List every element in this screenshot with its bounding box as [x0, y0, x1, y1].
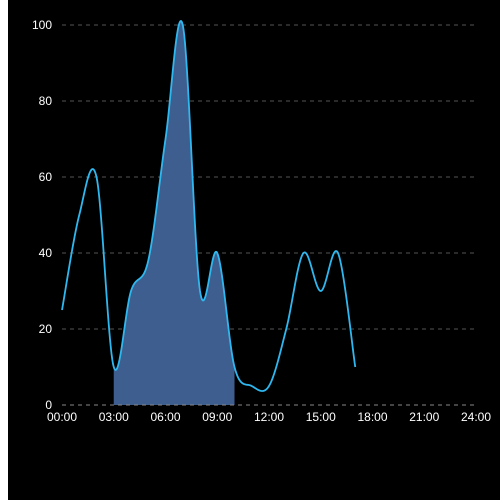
y-tick-label: 20 [39, 322, 53, 336]
data-point-02:00 [95, 175, 99, 179]
data-point-12:00 [267, 384, 271, 388]
y-tick-label: 40 [39, 246, 53, 260]
x-tick-label: 15:00 [306, 410, 336, 424]
data-point-01:00 [77, 213, 81, 217]
data-point-16:00 [336, 251, 340, 255]
x-tick-label: 24:00 [461, 410, 491, 424]
data-point-11:00 [250, 384, 254, 388]
x-tick-label: 18:00 [357, 410, 387, 424]
shaded-area [113, 21, 235, 405]
y-tick-label: 80 [39, 94, 53, 108]
data-line [60, 20, 357, 392]
x-tick-label: 09:00 [202, 410, 232, 424]
y-tick-label: 60 [39, 170, 53, 184]
data-point-06:00 [164, 137, 168, 141]
chart-panel [8, 0, 500, 500]
data-point-05:00 [146, 259, 150, 263]
area-fill [113, 21, 235, 405]
data-point-09:00 [215, 251, 219, 255]
data-point-10:00 [233, 365, 237, 369]
data-point-03:00 [112, 365, 116, 369]
data-point-14:00 [302, 251, 306, 255]
data-point-07:00 [181, 23, 185, 27]
x-tick-label: 00:00 [47, 410, 77, 424]
y-tick-label: 0 [45, 398, 52, 412]
grid-lines [62, 24, 476, 330]
data-point-00:00 [60, 308, 64, 312]
tick-labels: 0 20 40 60 80 100 00:00 03:00 06:00 09:00 12:00 15:… [32, 18, 491, 424]
data-point-08:00 [198, 289, 202, 293]
data-point-13:00 [284, 327, 288, 331]
data-point-04:00 [129, 289, 133, 293]
data-point-15:00 [319, 289, 323, 293]
data-point-17:00 [353, 365, 357, 369]
x-tick-label: 12:00 [254, 410, 284, 424]
y-tick-label: 100 [32, 18, 52, 32]
x-tick-label: 03:00 [99, 410, 129, 424]
x-tick-label: 06:00 [150, 410, 180, 424]
x-tick-label: 21:00 [409, 410, 439, 424]
series-line [61, 20, 357, 392]
